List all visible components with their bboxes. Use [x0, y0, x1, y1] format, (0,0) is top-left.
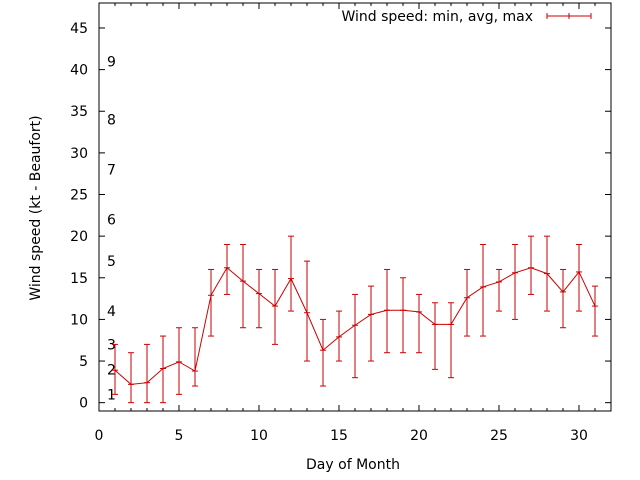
x-tick-label: 30: [570, 428, 588, 444]
x-tick-label: 10: [250, 428, 268, 444]
x-tick-label: 15: [330, 428, 348, 444]
y-tick-label: 40: [70, 63, 88, 79]
error-bars: [112, 235, 598, 404]
legend-label: Wind speed: min, avg, max: [341, 9, 533, 25]
x-axis: 0 5 10 15 20 25 30: [95, 3, 596, 444]
legend: Wind speed: min, avg, max: [341, 9, 592, 25]
y-tick-label: 10: [70, 312, 88, 328]
x-tick-label: 20: [410, 428, 428, 444]
beaufort-label: 8: [107, 113, 116, 129]
x-tick-label: 5: [175, 428, 184, 444]
legend-sample-errorbar: [546, 13, 592, 19]
beaufort-label: 5: [107, 254, 116, 270]
y-tick-label: 15: [70, 271, 88, 287]
beaufort-label: 4: [107, 304, 116, 320]
x-axis-label: Day of Month: [306, 457, 400, 473]
y-tick-label: 35: [70, 104, 88, 120]
beaufort-label: 3: [107, 337, 116, 353]
series-points: [112, 267, 598, 385]
x-tick-label: 0: [95, 428, 104, 444]
y-axis-label: Wind speed (kt - Beaufort): [28, 115, 44, 300]
beaufort-label: 6: [107, 212, 116, 228]
beaufort-label: 9: [107, 54, 116, 70]
beaufort-label: 1: [107, 387, 116, 403]
y-tick-label: 25: [70, 188, 88, 204]
y-tick-label: 45: [70, 21, 88, 37]
y-tick-label: 30: [70, 146, 88, 162]
beaufort-scale-labels: 1 2 3 4 5 6 7 8 9: [107, 54, 116, 403]
x-tick-label: 25: [490, 428, 508, 444]
y-tick-label: 0: [79, 396, 88, 412]
beaufort-label: 2: [107, 362, 116, 378]
y-tick-label: 20: [70, 229, 88, 245]
beaufort-label: 7: [107, 163, 116, 179]
y-tick-label: 5: [79, 354, 88, 370]
